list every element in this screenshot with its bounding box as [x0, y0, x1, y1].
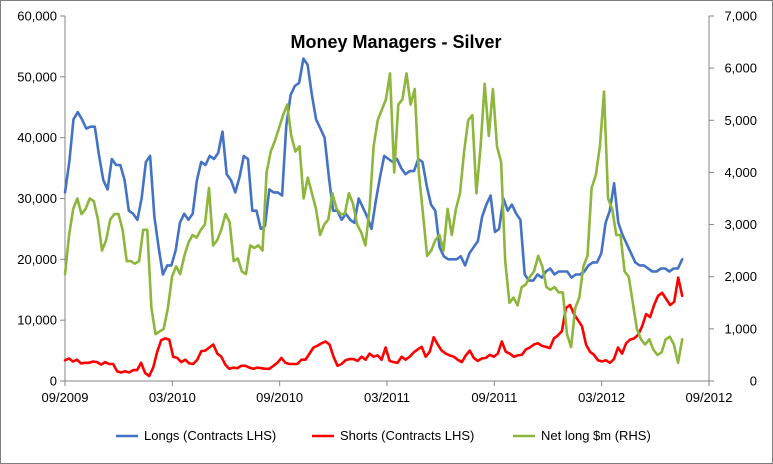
x-axis-tick-label: 09/2010 — [256, 390, 303, 405]
right-axis-tick-label: 7,000 — [724, 9, 757, 24]
left-axis-tick-label: 0 — [50, 374, 57, 389]
left-axis-tick-label: 30,000 — [17, 191, 57, 206]
x-axis-tick-label: 09/2011 — [471, 390, 517, 405]
legend-label-shorts: Shorts (Contracts LHS) — [340, 428, 474, 443]
left-axis-tick-label: 50,000 — [17, 69, 57, 84]
left-axis-tick-label: 20,000 — [17, 252, 57, 267]
series-line-shorts — [63, 276, 684, 378]
x-axis-tick-label: 03/2011 — [364, 390, 410, 405]
right-axis-tick-label: 5,000 — [724, 113, 757, 128]
legend-label-net: Net long $m (RHS) — [541, 428, 651, 443]
left-axis-tick-label: 10,000 — [17, 313, 57, 328]
legend-label-longs: Longs (Contracts LHS) — [144, 428, 276, 443]
series-line-longs — [63, 57, 684, 282]
legend: Longs (Contracts LHS) Shorts (Contracts L… — [116, 428, 651, 443]
x-axis-tick-label: 03/2010 — [149, 390, 196, 405]
right-axis-tick-label: 2,000 — [724, 269, 757, 284]
right-axis-tick-label: 1,000 — [724, 321, 757, 336]
right-axis-tick-label: 4,000 — [724, 165, 757, 180]
series-line-net — [63, 72, 684, 365]
right-axis-tick-label: 3,000 — [724, 217, 757, 232]
right-axis-tick-label: 6,000 — [724, 61, 757, 76]
x-axis-tick-label: 09/2009 — [42, 390, 89, 405]
chart-title: Money Managers - Silver — [290, 32, 501, 52]
series-lines — [63, 57, 684, 378]
right-axis-tick-label: 0 — [750, 374, 757, 389]
left-axis-tick-label: 60,000 — [17, 9, 57, 24]
x-axis-tick-label: 03/2012 — [578, 390, 625, 405]
left-axis-tick-label: 40,000 — [17, 130, 57, 145]
axes: 0 10,000 20,000 30,000 40,000 50,000 60,000 0 1,… — [17, 9, 757, 406]
x-axis-tick-label: 09/2012 — [686, 390, 733, 405]
